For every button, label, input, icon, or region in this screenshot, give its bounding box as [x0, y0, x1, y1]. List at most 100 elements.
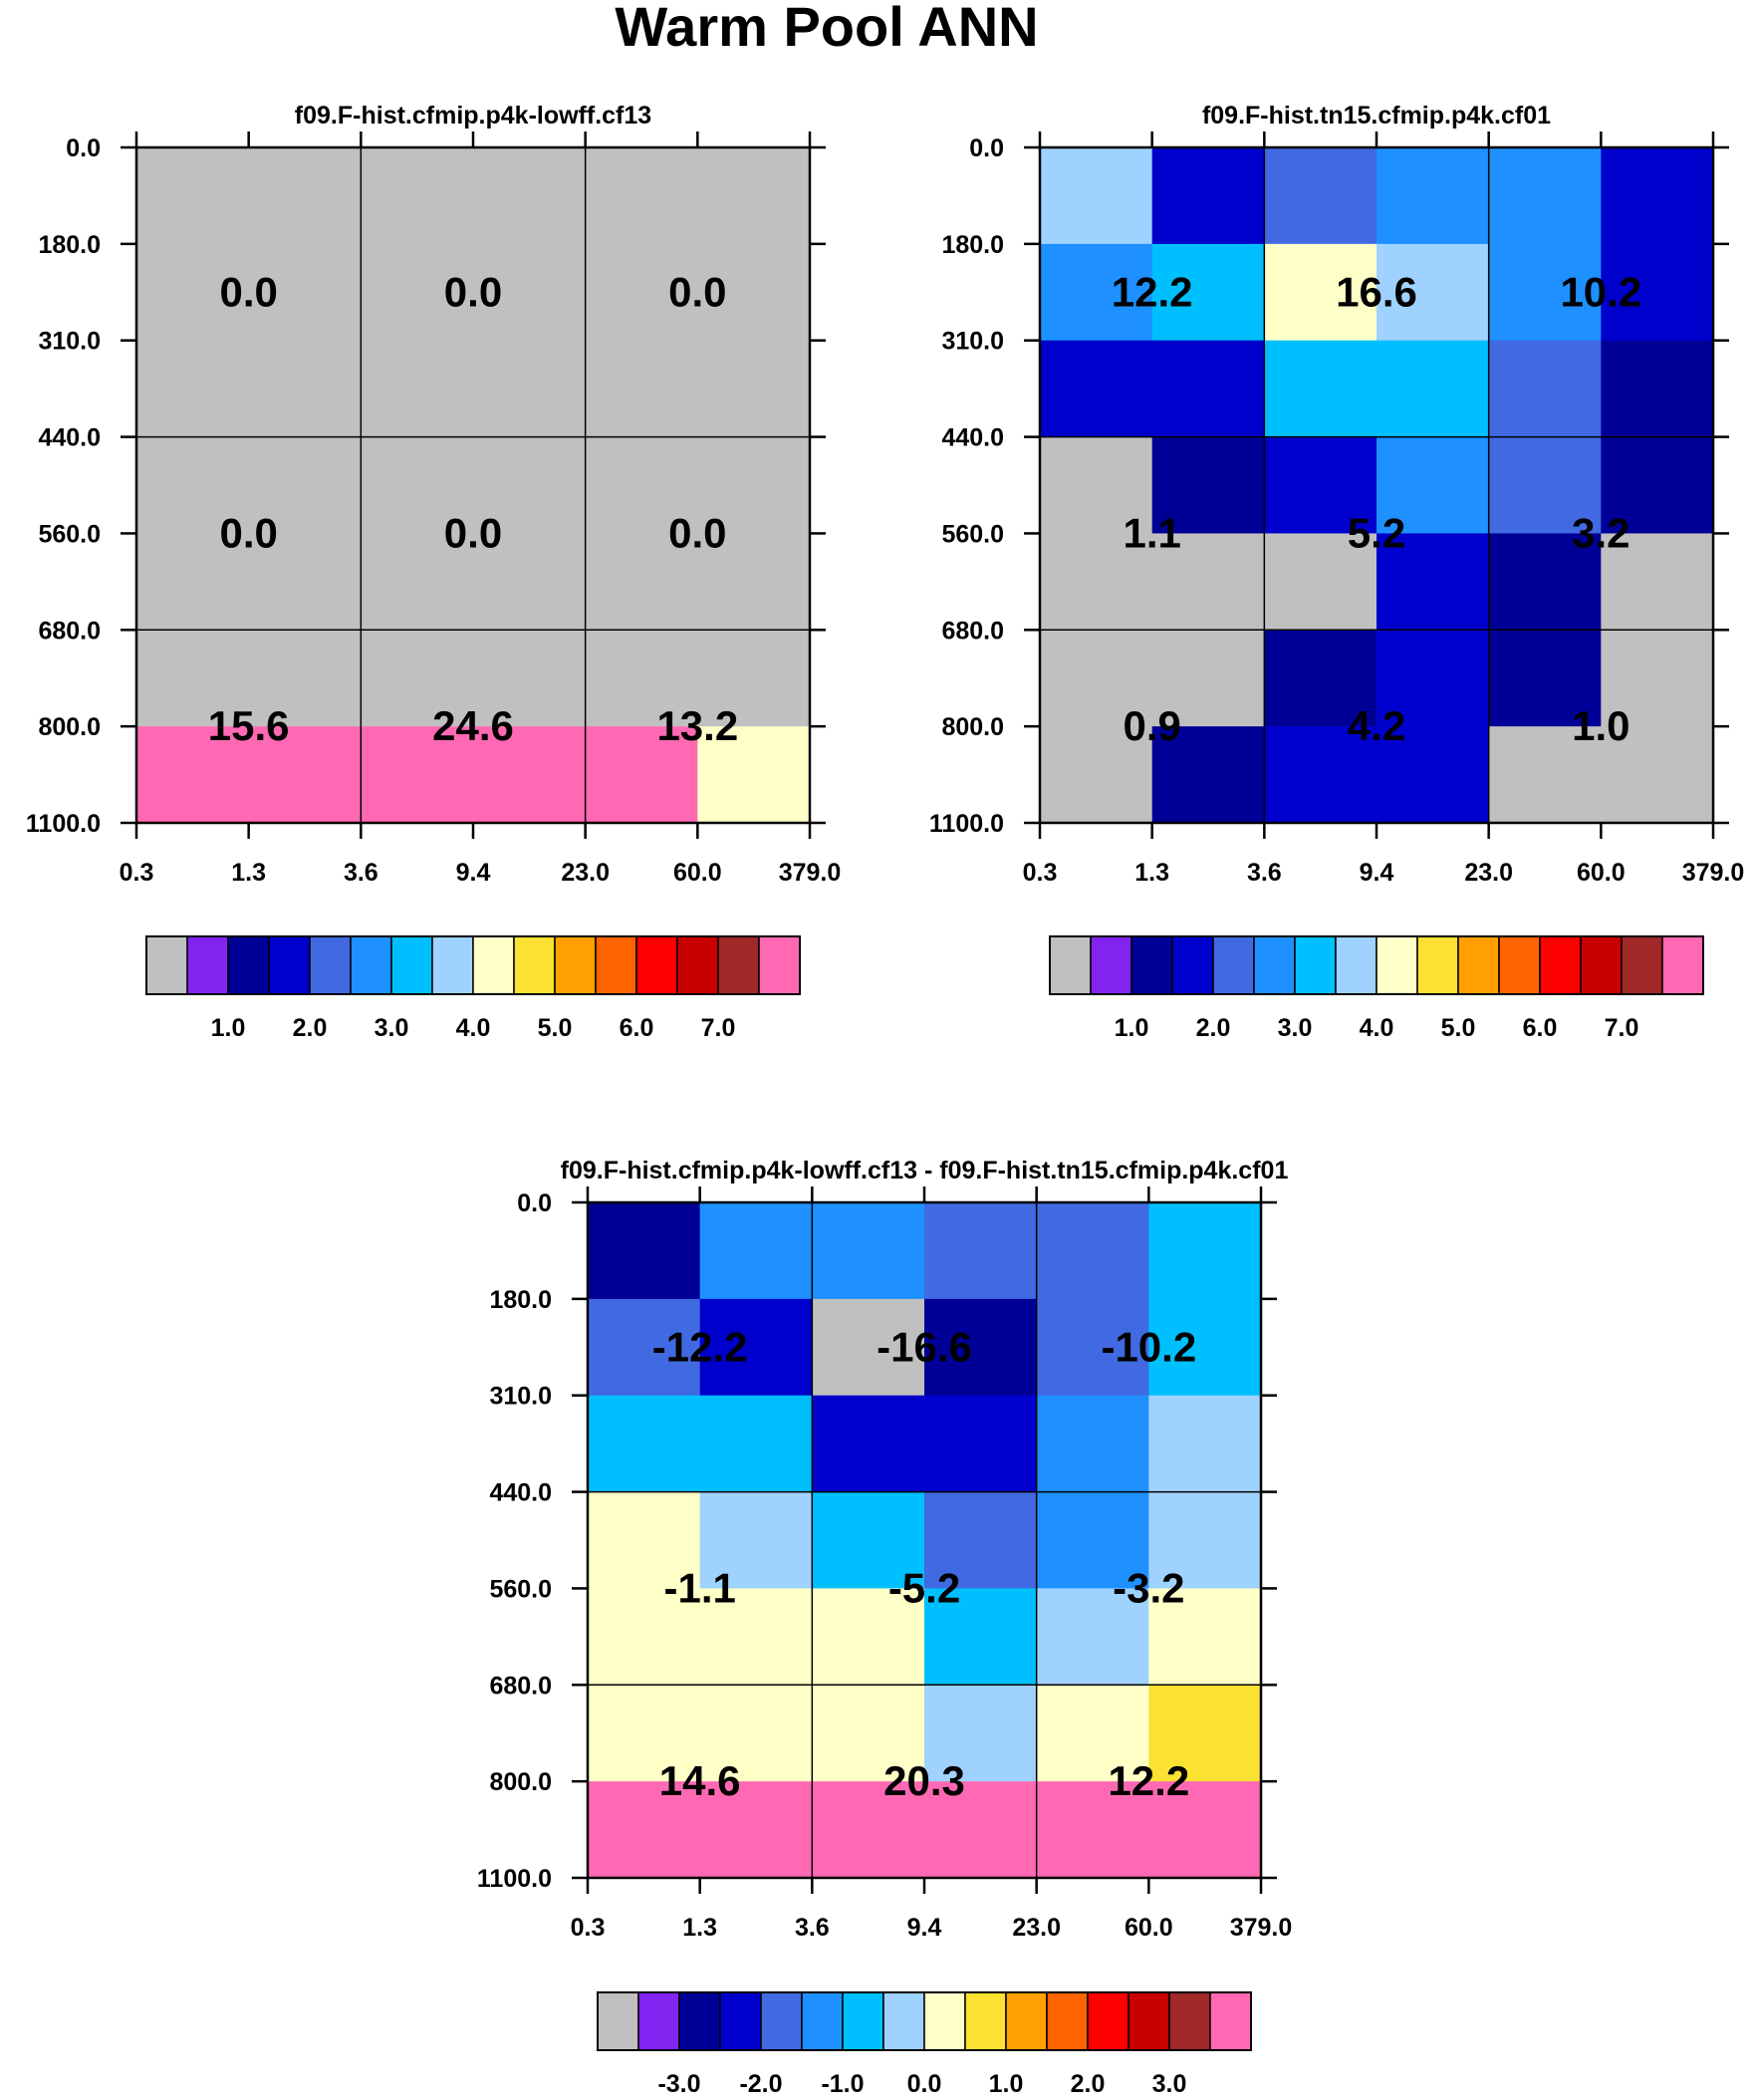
cell: [1488, 726, 1602, 824]
cell: [812, 1491, 925, 1590]
cell: [361, 340, 474, 438]
cell: [248, 533, 362, 631]
cell: [1040, 243, 1153, 342]
cell: [248, 243, 362, 342]
cell: [1036, 1202, 1149, 1300]
cell: [1036, 1781, 1149, 1879]
colorbar-label: 3.0: [1152, 2070, 1187, 2095]
cell: [136, 630, 250, 727]
cell: [812, 1298, 925, 1397]
box-value-label: 0.0: [444, 509, 502, 556]
cell: [1036, 1685, 1149, 1782]
box-value-label: -3.2: [1113, 1564, 1184, 1611]
cell: [588, 1395, 701, 1493]
cell: [1377, 147, 1490, 245]
cell: [588, 1202, 701, 1300]
cell: [1264, 340, 1378, 438]
cell: [585, 630, 698, 727]
cell: [361, 533, 474, 631]
cell: [1601, 147, 1714, 245]
y-tick-label: 560.0: [941, 520, 1004, 548]
box-value-label: 15.6: [208, 702, 290, 749]
cell: [924, 1588, 1038, 1686]
box-value-label: -12.2: [652, 1323, 748, 1370]
colorbar-label: 7.0: [1605, 1014, 1639, 1042]
cell: [1151, 243, 1265, 342]
x-tick-label: 3.6: [1247, 859, 1282, 887]
box-value-label: 0.0: [444, 268, 502, 315]
box-value-label: -16.6: [877, 1323, 972, 1370]
cell: [473, 533, 587, 631]
cell: [699, 1202, 813, 1300]
cell: [1601, 533, 1714, 631]
box-value-label: 20.3: [883, 1757, 965, 1804]
colorbar-swatch: [1087, 1991, 1129, 2051]
figure-title: Warm Pool ANN: [615, 0, 1038, 58]
colorbar-swatch: [637, 1991, 680, 2051]
box-value-label: 0.0: [668, 509, 726, 556]
cell: [924, 1685, 1038, 1782]
cell: [1601, 243, 1714, 342]
cell: [1601, 340, 1714, 438]
cell: [248, 147, 362, 245]
colorbar-swatch: [1253, 935, 1296, 995]
cell: [1377, 340, 1490, 438]
cell: [1036, 1395, 1149, 1493]
cell: [588, 1588, 701, 1686]
cell: [924, 1298, 1038, 1397]
colorbar-swatch: [513, 935, 556, 995]
cell: [699, 1588, 813, 1686]
y-tick-label: 180.0: [941, 231, 1004, 259]
colorbar-label: 3.0: [375, 1014, 409, 1042]
colorbar-swatch: [1168, 1991, 1211, 2051]
box-value-label: 0.0: [668, 268, 726, 315]
x-tick-label: 0.3: [1023, 859, 1058, 887]
y-tick-label: 310.0: [941, 328, 1004, 356]
x-tick-label: 60.0: [1125, 1914, 1173, 1942]
x-tick-label: 9.4: [456, 859, 491, 887]
colorbar-label: 2.0: [1196, 1014, 1231, 1042]
colorbar-swatch: [1539, 935, 1582, 995]
cell: [136, 533, 250, 631]
y-tick-label: 1100.0: [26, 810, 101, 838]
y-tick-label: 180.0: [38, 231, 101, 259]
cell: [473, 147, 587, 245]
cell: [1036, 1298, 1149, 1397]
colorbar: 1.0 2.0 3.0 4.0 5.0 6.0 7.0: [1049, 935, 1704, 1042]
cell: [1148, 1588, 1262, 1686]
cell: [697, 630, 811, 727]
cell: [1148, 1202, 1262, 1300]
colorbar-swatch: [309, 935, 352, 995]
y-tick-label: 0.0: [969, 134, 1004, 162]
cell: [697, 340, 811, 438]
x-tick-label: 3.6: [795, 1914, 830, 1942]
box-value-label: 12.2: [1112, 268, 1193, 315]
cell: [473, 726, 587, 824]
box-value-label: 16.6: [1336, 268, 1417, 315]
cell: [1488, 243, 1602, 342]
colorbar-swatch: [1171, 935, 1214, 995]
cell: [1040, 436, 1153, 535]
cell: [361, 726, 474, 824]
colorbar-label: 4.0: [1360, 1014, 1394, 1042]
cell: [361, 243, 474, 342]
cell: [1377, 630, 1490, 727]
cell: [1040, 726, 1153, 824]
colorbar-label: 1.0: [989, 2070, 1024, 2095]
panel-title: f09.F-hist.cfmip.p4k-lowff.cf13 - f09.F-…: [561, 1157, 1289, 1184]
cell: [1264, 726, 1378, 824]
colorbar-swatch: [760, 1991, 803, 2051]
x-tick-label: 9.4: [1360, 859, 1394, 887]
colorbar-swatch: [1209, 1991, 1252, 2051]
x-tick-label: 379.0: [1230, 1914, 1293, 1942]
cell: [136, 726, 250, 824]
box-value-label: -10.2: [1101, 1323, 1196, 1370]
cell: [1151, 147, 1265, 245]
cell: [697, 533, 811, 631]
cell: [1151, 436, 1265, 535]
cell: [1264, 436, 1378, 535]
box-value-label: 24.6: [432, 702, 514, 749]
cell: [1488, 533, 1602, 631]
box-value-label: 0.0: [219, 268, 277, 315]
